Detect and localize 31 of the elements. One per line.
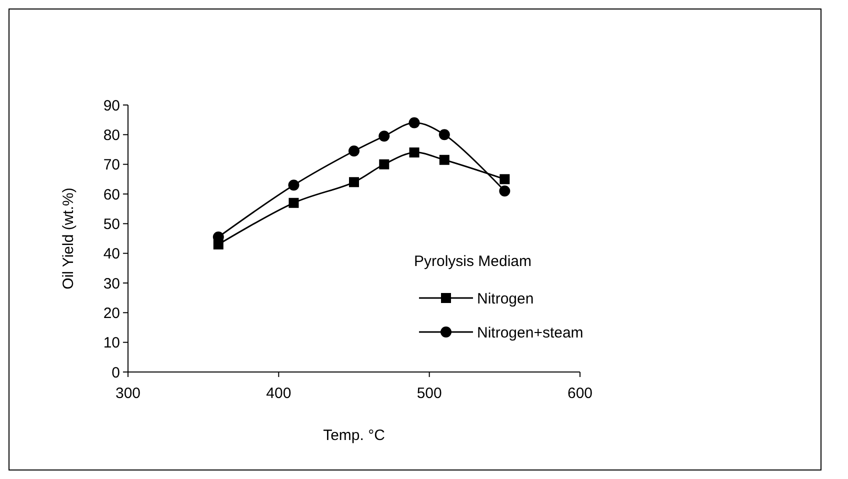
x-tick-label: 500 xyxy=(416,385,442,402)
point xyxy=(288,198,299,208)
point xyxy=(379,159,390,170)
y-tick-label: 10 xyxy=(103,334,120,352)
point xyxy=(288,180,300,191)
y-tick-label: 50 xyxy=(103,216,120,233)
point xyxy=(378,130,390,142)
point xyxy=(439,154,450,165)
point xyxy=(348,145,360,156)
point xyxy=(500,174,510,184)
y-tick-label: 40 xyxy=(103,246,120,263)
x-tick-label: 600 xyxy=(567,385,593,402)
legend-label: Nitrogen xyxy=(477,290,534,308)
point xyxy=(408,117,420,128)
y-tick-label: 90 xyxy=(103,97,120,114)
y-tick-label: 70 xyxy=(103,156,120,174)
y-tick-label: 0 xyxy=(112,364,120,382)
y-tick-label: 60 xyxy=(103,186,120,204)
legend-label: Nitrogen+steam xyxy=(477,324,584,342)
y-tick-label: 20 xyxy=(103,304,120,322)
y-axis-title: Oil Yield (wt.%) xyxy=(60,188,77,290)
x-axis-title: Temp. °C xyxy=(323,427,386,444)
y-tick-label: 30 xyxy=(103,275,120,292)
point xyxy=(499,186,510,197)
y-tick-label: 80 xyxy=(103,126,120,144)
x-tick-label: 400 xyxy=(266,385,292,402)
point xyxy=(409,147,420,158)
legend-title: Pyrolysis Mediam xyxy=(414,253,532,270)
x-tick-label: 300 xyxy=(115,385,141,402)
point xyxy=(438,129,450,140)
point xyxy=(349,177,359,188)
